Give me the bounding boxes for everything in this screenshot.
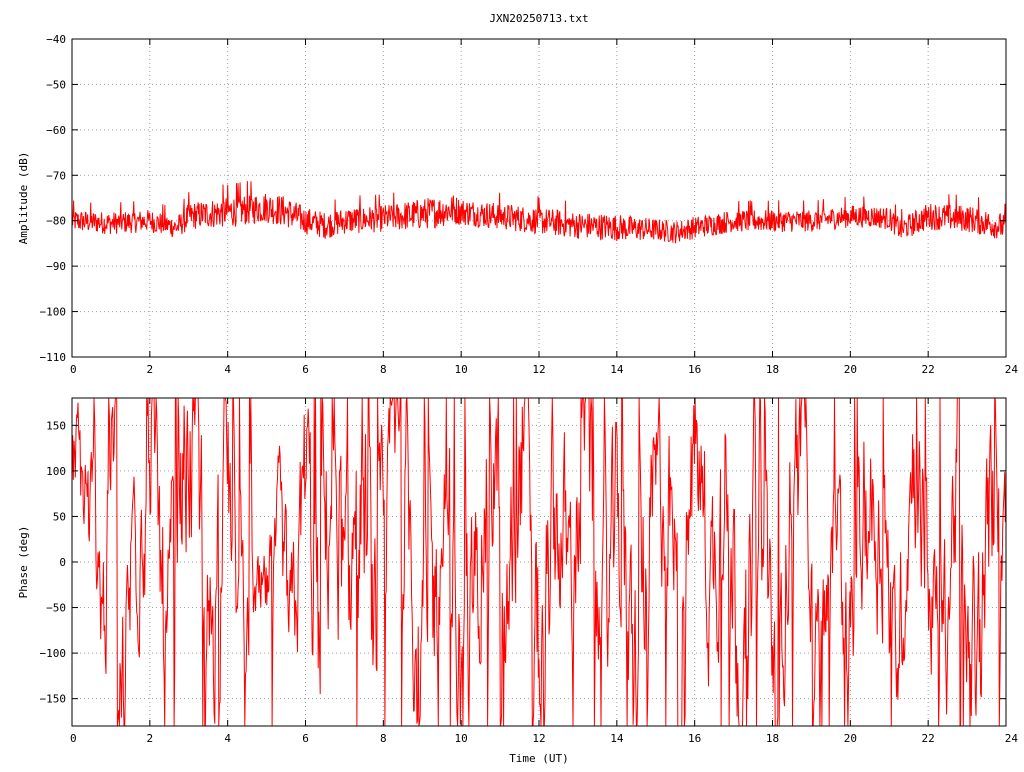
amplitude-series-line	[71, 181, 1007, 244]
phase-y-axis-label: Phase (deg)	[17, 526, 30, 599]
y-tick-label: −40	[46, 33, 66, 46]
y-tick-label: −110	[40, 351, 67, 364]
y-tick-label: −50	[46, 78, 66, 91]
amplitude-panel: 0 2 4 6 8 10 12 14 16 18 20 22 24−110−100−90−80−70−6…	[17, 33, 1018, 376]
y-tick-label: −70	[46, 169, 66, 182]
x-tick-label: 22	[922, 363, 935, 376]
x-tick-label: 10	[455, 363, 468, 376]
x-tick-label: 12	[532, 732, 545, 745]
x-tick-label: 0	[70, 363, 77, 376]
y-tick-label: −60	[46, 124, 66, 137]
x-tick-label: 6	[302, 363, 309, 376]
y-tick-label: 100	[46, 465, 66, 478]
amplitude-y-axis-label: Amplitude (dB)	[17, 152, 30, 245]
y-tick-label: −80	[46, 215, 66, 228]
x-tick-label: 24	[1005, 363, 1019, 376]
chart-title: JXN20250713.txt	[489, 12, 588, 25]
phase-series-line	[71, 397, 1007, 727]
y-tick-label: −100	[40, 306, 67, 319]
x-tick-label: 16	[688, 363, 701, 376]
x-tick-label: 20	[844, 732, 857, 745]
x-tick-label: 2	[147, 732, 154, 745]
x-tick-label: 6	[302, 732, 309, 745]
time-x-axis-label: Time (UT)	[509, 752, 569, 765]
x-tick-label: 4	[224, 732, 231, 745]
phase-panel: 0 2 4 6 8 10 12 14 16 18 20 22 24−150−100−5005010015…	[17, 397, 1019, 765]
x-tick-label: 16	[688, 732, 701, 745]
x-tick-label: 18	[766, 732, 779, 745]
x-tick-label: 4	[224, 363, 231, 376]
x-tick-label: 24	[1005, 732, 1019, 745]
x-tick-label: 8	[380, 363, 387, 376]
y-tick-label: −150	[40, 693, 67, 706]
y-tick-label: 0	[59, 556, 66, 569]
y-tick-label: −90	[46, 260, 66, 273]
x-tick-label: 22	[922, 732, 935, 745]
x-tick-label: 8	[380, 732, 387, 745]
x-tick-label: 20	[844, 363, 857, 376]
y-tick-label: 150	[46, 419, 66, 432]
x-tick-label: 12	[532, 363, 545, 376]
y-tick-label: 50	[53, 510, 66, 523]
x-tick-label: 10	[455, 732, 468, 745]
y-tick-label: −100	[40, 647, 67, 660]
x-tick-label: 18	[766, 363, 779, 376]
x-tick-label: 2	[147, 363, 154, 376]
x-tick-label: 14	[610, 363, 624, 376]
x-tick-label: 0	[70, 732, 77, 745]
x-tick-label: 14	[610, 732, 624, 745]
y-tick-label: −50	[46, 602, 66, 615]
